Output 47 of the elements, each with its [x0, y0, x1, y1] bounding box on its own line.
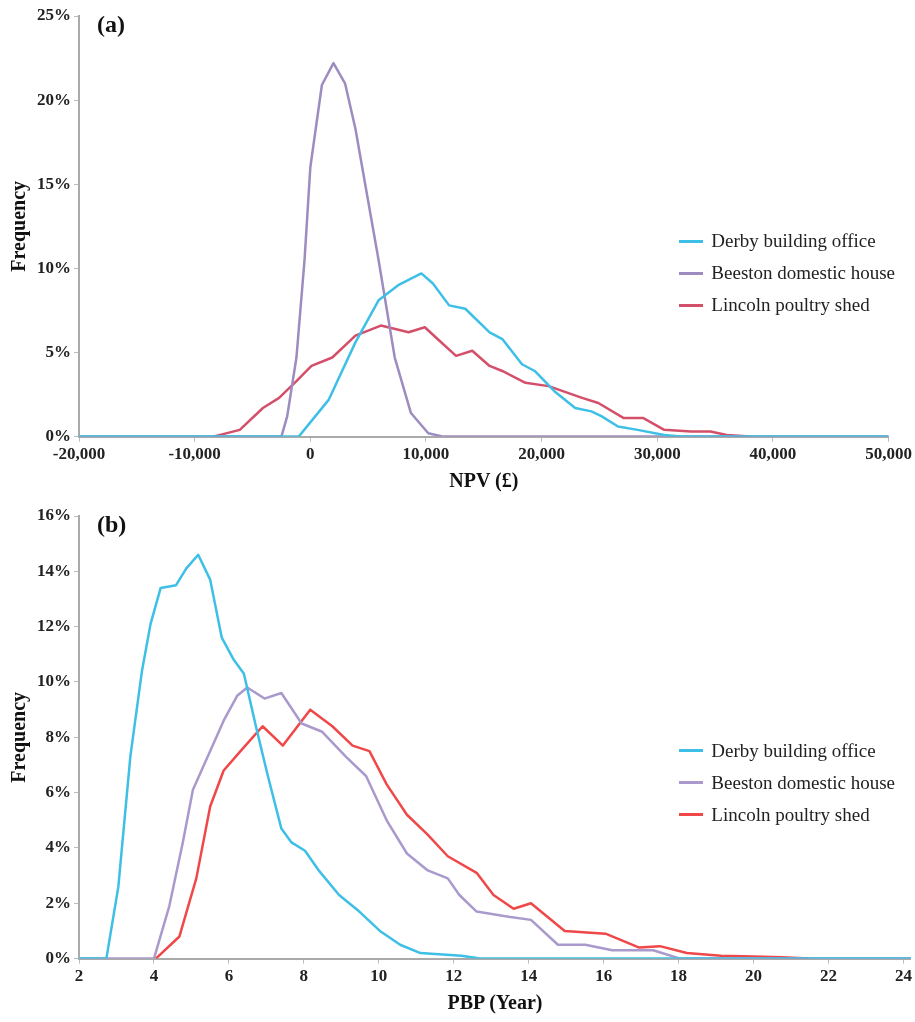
x-tick-label: 22	[820, 966, 838, 986]
y-tick-label: 25%	[37, 5, 71, 25]
legend-label: Beeston domestic house	[711, 771, 895, 794]
legend-label: Lincoln poultry shed	[711, 294, 870, 316]
y-tick-label: 5%	[45, 341, 71, 361]
x-axis-title: PBP (Year)	[447, 991, 543, 1015]
x-tick-label: 10,000	[402, 444, 450, 464]
x-tick-label: -20,000	[52, 444, 106, 464]
x-tick-label: -10,000	[168, 444, 221, 464]
chart-title: (a)	[97, 11, 125, 38]
y-tick-label: 0%	[45, 425, 71, 445]
y-tick-label: 16%	[37, 505, 71, 525]
x-tick-label: 10	[370, 966, 388, 986]
x-tick-label: 8	[299, 966, 309, 986]
x-tick-label: 18	[670, 966, 688, 986]
x-tick-label: 0	[306, 444, 315, 464]
legend-label: Derby building office	[711, 739, 876, 762]
x-tick-label: 20	[745, 966, 763, 986]
x-axis-title: NPV (£)	[449, 469, 519, 493]
y-tick-label: 12%	[37, 616, 71, 636]
y-tick-label: 20%	[37, 89, 71, 109]
y-tick-label: 10%	[37, 671, 71, 691]
x-tick-label: 14	[520, 966, 538, 986]
x-tick-label: 40,000	[749, 444, 797, 464]
legend-label: Beeston domestic house	[711, 262, 895, 284]
chart-title: (b)	[97, 511, 127, 538]
y-tick-label: 4%	[45, 837, 71, 857]
y-tick-label: 15%	[37, 173, 71, 193]
y-axis-title: Frequency	[7, 691, 31, 783]
x-tick-label: 4	[149, 966, 159, 986]
x-tick-label: 2	[74, 966, 84, 986]
legend-label: Derby building office	[711, 230, 876, 252]
legend-label: Lincoln poultry shed	[711, 803, 870, 826]
y-tick-label: 14%	[37, 560, 71, 580]
y-axis-title: Frequency	[7, 180, 31, 272]
x-tick-label: 20,000	[518, 444, 566, 464]
y-tick-label: 2%	[45, 892, 71, 912]
x-tick-label: 24	[894, 966, 913, 986]
x-tick-label: 12	[445, 966, 463, 986]
y-tick-label: 0%	[45, 947, 71, 967]
x-tick-label: 30,000	[633, 444, 681, 464]
y-tick-label: 8%	[45, 726, 71, 746]
x-tick-label: 16	[595, 966, 613, 986]
y-tick-label: 6%	[45, 782, 71, 802]
x-tick-label: 50,000	[865, 444, 912, 464]
x-tick-label: 6	[224, 966, 234, 986]
y-tick-label: 10%	[37, 257, 71, 277]
